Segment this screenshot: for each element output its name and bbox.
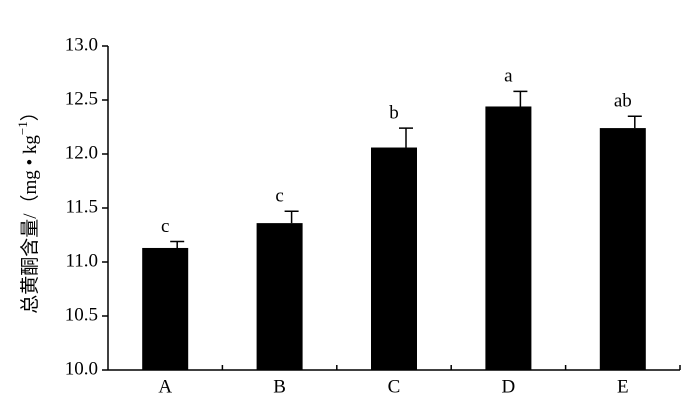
significance-letter: c (161, 216, 169, 237)
y-tick-label: 10.5 (65, 304, 98, 325)
y-axis-label-text: 总黄酮含量/（mg • kg (19, 135, 41, 314)
x-tick-label: C (388, 376, 401, 397)
error-bar (513, 90, 528, 107)
y-tick-label: 10.0 (65, 358, 98, 379)
y-axis-label-sup: −1 (15, 121, 30, 135)
significance-letter: ab (614, 91, 632, 112)
y-axis-label-end: ） (19, 102, 41, 121)
x-tick-label: A (158, 376, 172, 397)
bar (256, 223, 303, 370)
y-tick-label: 11.0 (65, 250, 98, 271)
y-tick-label: 12.0 (65, 142, 98, 163)
y-axis-label: 总黄酮含量/（mg • kg−1） (15, 102, 41, 314)
bar (142, 247, 189, 370)
error-bar (627, 115, 642, 129)
bar (599, 128, 646, 370)
x-tick-label: B (273, 376, 286, 397)
error-bar (399, 127, 413, 148)
y-tick-label: 12.5 (65, 88, 98, 109)
significance-letter: b (389, 102, 399, 123)
error-bar (284, 210, 299, 224)
significance-letter: a (504, 66, 513, 87)
error-bar (170, 240, 185, 248)
y-tick-label: 11.5 (65, 196, 98, 217)
x-tick-label: D (502, 376, 516, 397)
bar (485, 106, 532, 370)
bar (371, 147, 417, 370)
y-tick-label: 13.0 (65, 34, 98, 55)
x-tick-label: E (617, 376, 629, 397)
significance-letter: c (275, 186, 283, 207)
